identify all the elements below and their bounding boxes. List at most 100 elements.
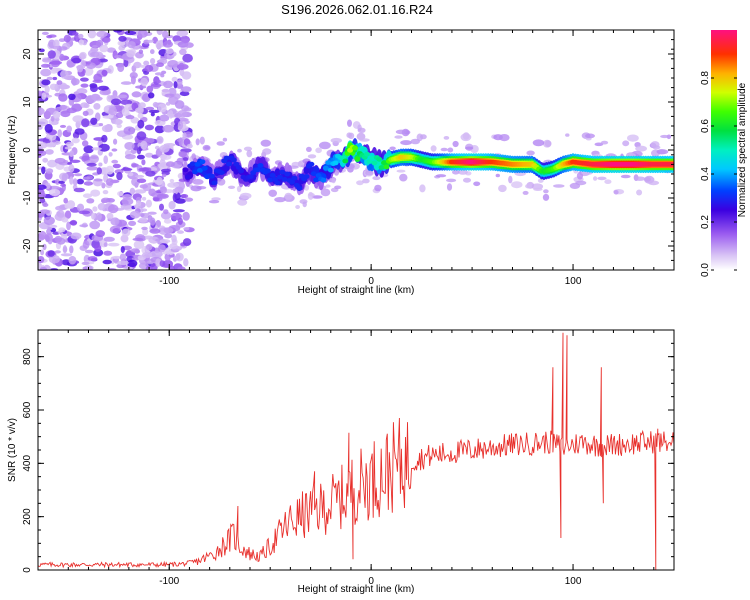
ridge-halo xyxy=(239,192,252,200)
noise-blob xyxy=(83,67,94,76)
ridge-cell xyxy=(235,165,242,170)
ridge-halo xyxy=(465,146,474,150)
ridge-cell xyxy=(218,170,225,176)
noise-blob xyxy=(123,126,136,135)
noise-blob xyxy=(140,77,149,87)
ridge-halo xyxy=(237,148,242,153)
noise-blob xyxy=(117,94,128,99)
noise-blob xyxy=(45,168,54,174)
noise-blob xyxy=(52,76,58,81)
noise-blob xyxy=(61,173,68,182)
noise-blob xyxy=(49,83,58,91)
noise-blob xyxy=(103,155,108,165)
ridge-halo xyxy=(216,141,225,146)
ridge-cell xyxy=(194,162,201,167)
noise-blob xyxy=(184,42,194,48)
noise-blob xyxy=(165,34,174,39)
noise-blob xyxy=(101,182,106,189)
ridge-halo xyxy=(319,141,331,150)
noise-blob xyxy=(47,227,53,231)
noise-blob xyxy=(116,123,122,129)
noise-blob xyxy=(103,250,113,256)
noise-blob xyxy=(123,59,129,68)
noise-blob xyxy=(48,189,61,196)
noise-blob xyxy=(171,76,178,83)
noise-blob xyxy=(131,163,139,168)
noise-blob xyxy=(182,53,193,63)
ridge-cell xyxy=(284,171,291,177)
ridge-cell xyxy=(281,177,288,182)
noise-blob xyxy=(176,157,184,165)
noise-blob xyxy=(160,73,165,78)
ridge-halo xyxy=(644,177,651,182)
noise-blob xyxy=(41,92,47,100)
ridge-halo xyxy=(410,138,420,145)
ridge-cell xyxy=(226,161,232,167)
noise-blob xyxy=(148,188,156,197)
ridge-halo xyxy=(597,176,607,181)
noise-blob xyxy=(182,132,187,139)
colorbar-gradient xyxy=(711,30,737,270)
noise-blob xyxy=(173,93,181,100)
ridge-halo xyxy=(533,187,543,191)
ridge-halo xyxy=(532,139,545,147)
noise-blob xyxy=(106,178,114,186)
ridge-halo xyxy=(463,177,471,183)
noise-blob xyxy=(59,82,68,90)
noise-blob xyxy=(114,55,123,59)
noise-blob xyxy=(47,143,56,147)
noise-blob xyxy=(79,224,89,228)
y-tick-label: 600 xyxy=(22,401,33,418)
ridge-cell xyxy=(369,155,375,161)
noise-blob xyxy=(107,204,119,214)
noise-blob xyxy=(78,210,91,215)
noise-blob xyxy=(142,228,149,236)
noise-blob xyxy=(120,99,133,106)
noise-blob xyxy=(54,235,63,243)
noise-blob xyxy=(181,38,190,43)
noise-blob xyxy=(121,167,133,171)
noise-blob xyxy=(98,143,110,152)
noise-blob xyxy=(69,245,74,254)
noise-blob xyxy=(164,253,171,261)
ridge-halo xyxy=(542,139,552,148)
colorbar-tick-label: 0.6 xyxy=(700,119,711,133)
ridge-halo xyxy=(525,183,533,189)
noise-blob xyxy=(61,217,69,223)
noise-blob xyxy=(116,171,123,181)
ridge-halo xyxy=(246,149,253,158)
noise-blob xyxy=(99,44,109,53)
noise-blob xyxy=(103,236,115,242)
ridge-cell xyxy=(274,180,281,186)
snr-ylabel: SNR (10 * v/v) xyxy=(7,418,18,482)
noise-blob xyxy=(87,256,98,262)
ridge-cell xyxy=(223,155,230,161)
noise-blob xyxy=(76,64,84,73)
noise-blob xyxy=(141,159,146,166)
noise-blob xyxy=(93,178,103,182)
colorbar-tick-label: 0.4 xyxy=(700,167,711,181)
y-tick-label: 400 xyxy=(22,455,33,472)
ridge-halo xyxy=(237,199,248,206)
noise-blob xyxy=(54,157,66,164)
ridge-halo xyxy=(613,190,619,195)
noise-blob xyxy=(78,39,85,46)
noise-blob xyxy=(108,107,118,116)
noise-blob xyxy=(111,159,119,164)
noise-blob xyxy=(143,60,150,66)
noise-blob xyxy=(55,178,60,185)
ridge-halo xyxy=(452,140,459,148)
ridge-halo xyxy=(660,134,670,139)
noise-blob xyxy=(146,137,155,144)
noise-blob xyxy=(69,150,74,157)
ridge-cell xyxy=(383,164,390,170)
noise-blob xyxy=(45,235,50,243)
noise-blob xyxy=(46,76,53,81)
noise-blob xyxy=(155,258,161,267)
snr-frame xyxy=(37,329,675,571)
noise-blob xyxy=(162,124,175,133)
spectrogram-xlabel: Height of straight line (km) xyxy=(298,285,415,296)
noise-blob xyxy=(135,200,142,207)
noise-blob xyxy=(90,117,98,126)
ridge-cell xyxy=(238,168,245,174)
